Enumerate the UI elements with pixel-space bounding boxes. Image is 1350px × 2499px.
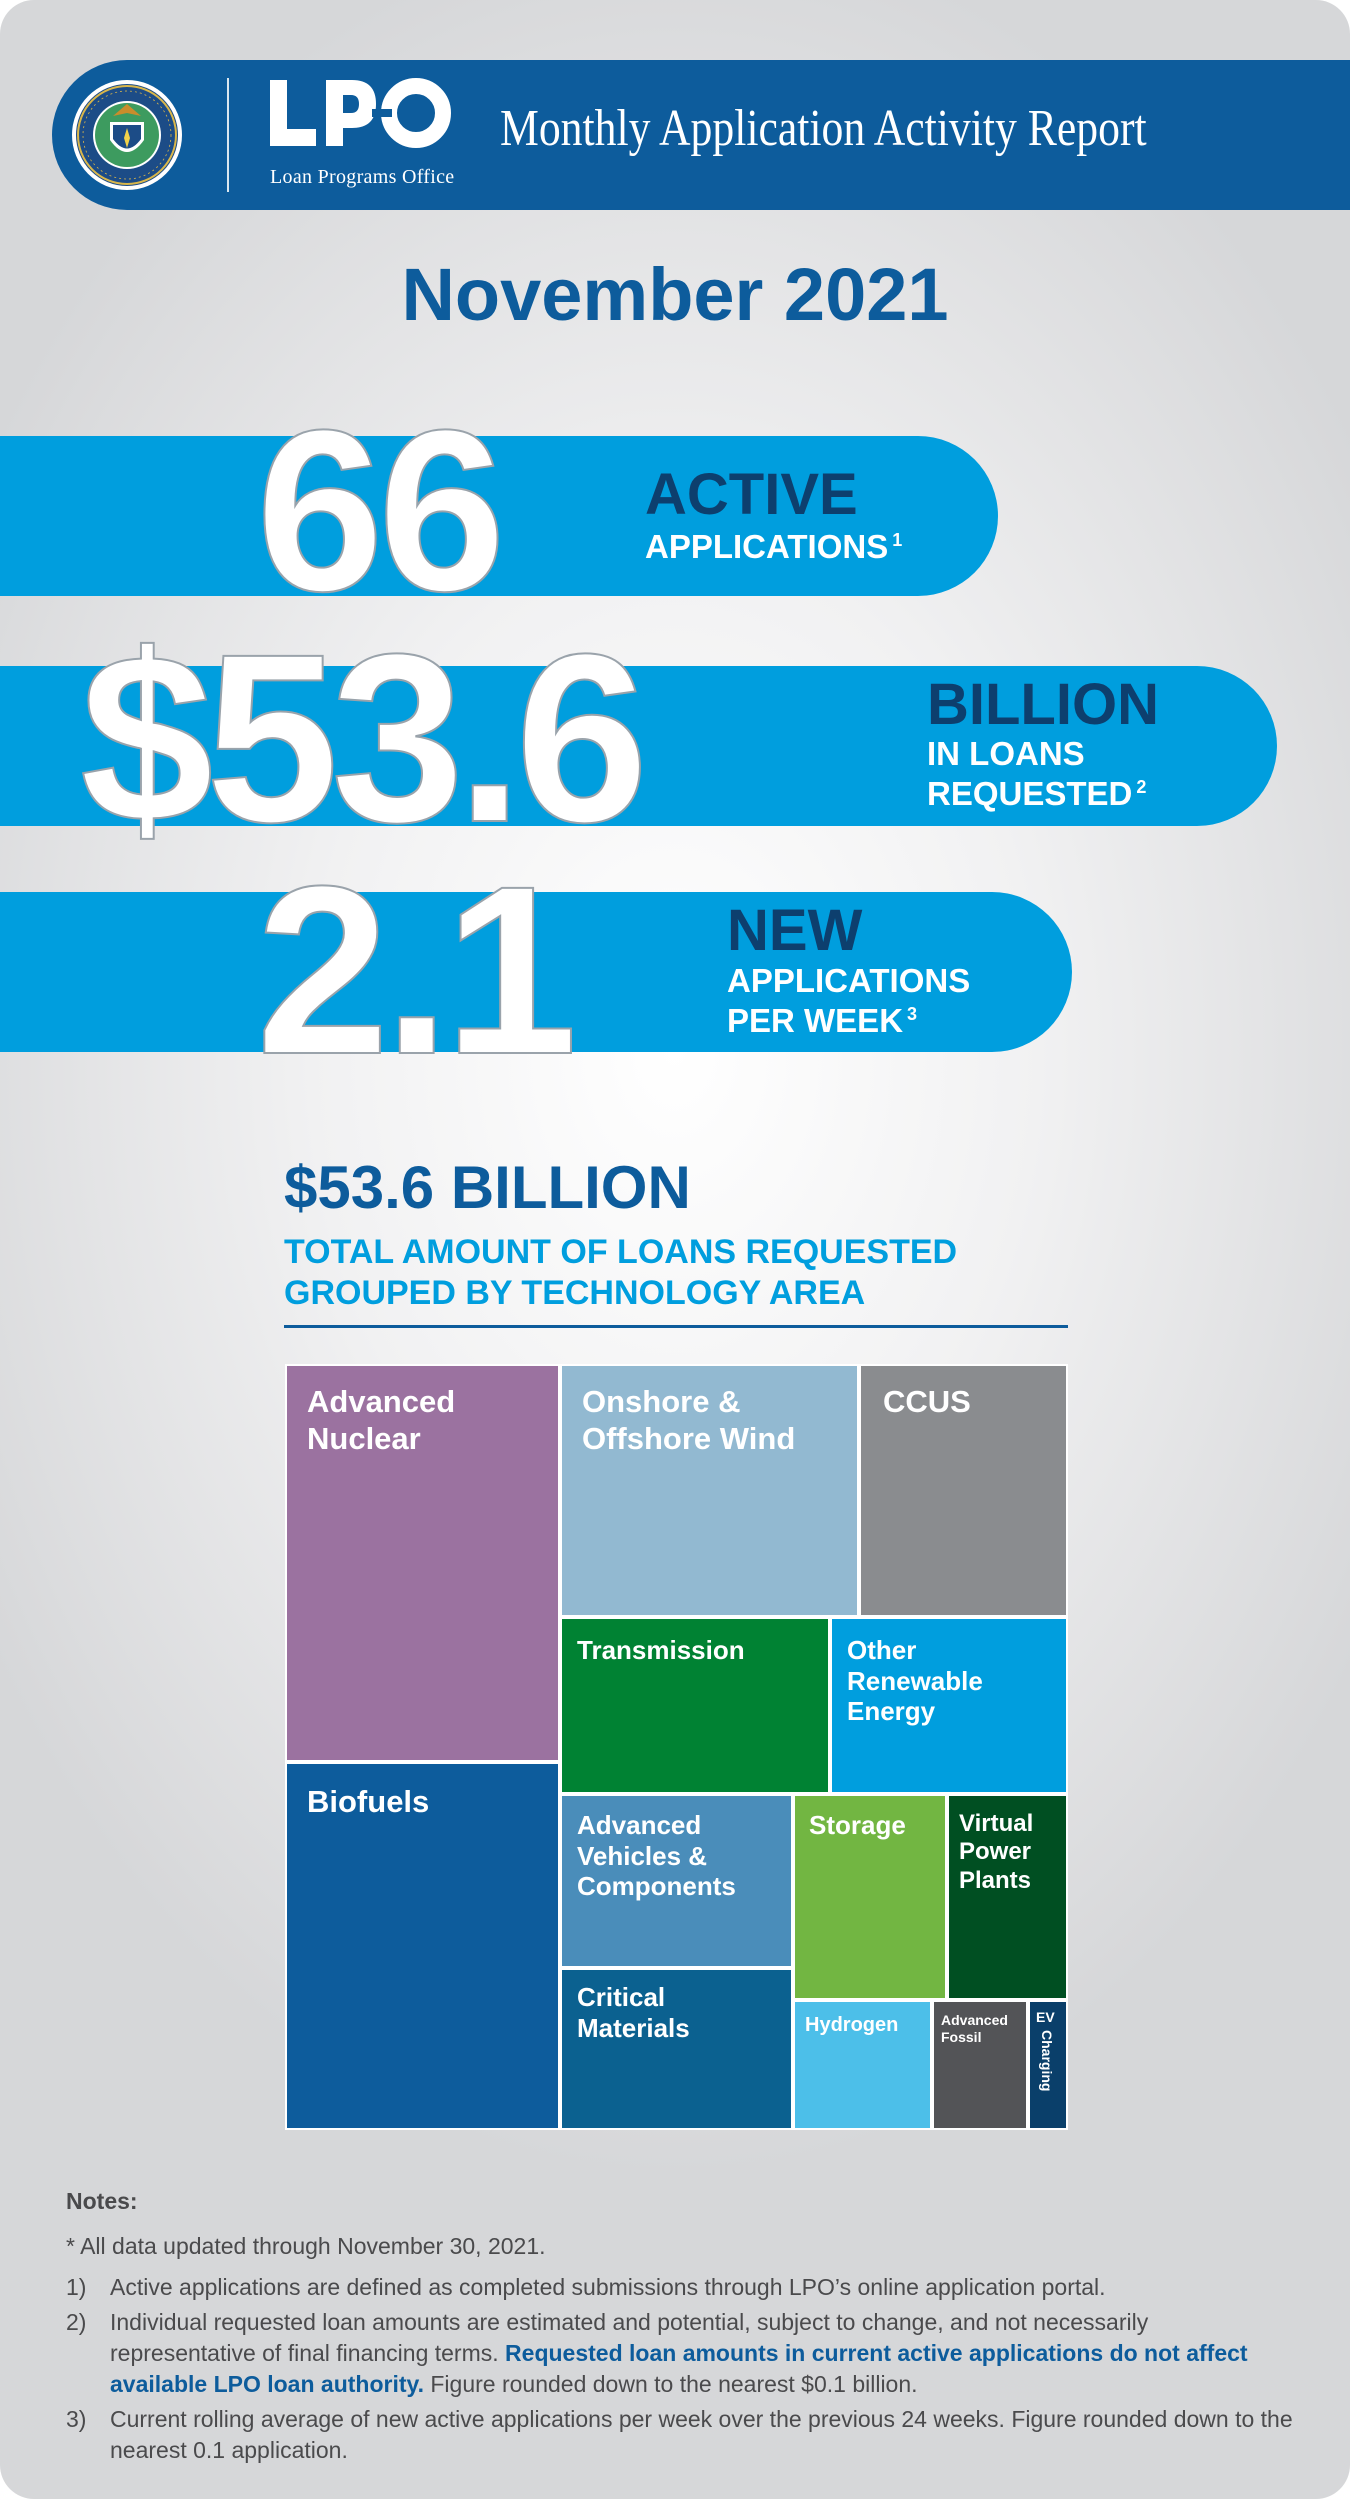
note-text: Individual requested loan amounts are es… [110,2309,1149,2367]
note-text: Active applications are defined as compl… [110,2274,1106,2301]
treemap-tile-label: Critical Materials [577,1982,690,2043]
treemap-tile-label: EV Charging [1036,2009,1055,2092]
stat-sub-weekly-line1: APPLICATIONS [727,962,971,999]
lpo-logo-icon [270,78,451,148]
note-text-group: Individual requested loan amounts are es… [110,2307,1296,2400]
note-item: 3) Current rolling average of new active… [66,2404,1296,2466]
header-divider [227,78,229,192]
treemap-tile-label: Advanced Nuclear [307,1384,456,1456]
treemap-tile-hydrogen: Hydrogen [793,2000,932,2130]
treemap-tile-advanced-nuclear: Advanced Nuclear [285,1364,560,1762]
treemap-tile-other-renewable-energy: Other Renewable Energy [830,1617,1068,1794]
treemap-tile-transmission: Transmission [560,1617,830,1794]
stat-sub-weekly-line2: PER WEEK [727,1002,904,1040]
treemap-tile-label: CCUS [883,1384,971,1419]
note-number: 3) [66,2406,87,2433]
note-number: 2) [66,2309,87,2336]
treemap-tile-label: Hydrogen [805,2014,899,2036]
stat-number-active: 66 [255,382,507,639]
stat-head-active: ACTIVE [645,462,858,527]
treemap-tile-advanced-fossil: Advanced Fossil [932,2000,1028,2130]
treemap-tile-virtual-power-plants: Virtual Power Plants [947,1794,1068,2000]
stat-number-billion: $53.6 [79,604,650,872]
lpo-subtitle: Loan Programs Office [270,166,455,188]
stat-head-billion: BILLION [927,672,1159,737]
treemap-tile-storage: Storage [793,1794,947,2000]
stat-pill-billion [0,666,1277,826]
chart-subtitle-line1: TOTAL AMOUNT OF LOANS REQUESTED [284,1233,958,1271]
stat-sub-active-line1: APPLICATIONS [645,528,889,565]
footnote-ref-2: 2 [1136,777,1147,798]
stat-pill-active [0,436,998,596]
treemap-tile-ccus: CCUS [859,1364,1068,1617]
note-data-date: * All data updated through November 30, … [66,2233,546,2260]
treemap-tile-label: Advanced Vehicles & Components [577,1810,736,1902]
treemap-tile-ev-charging: EV Charging [1028,2000,1068,2130]
stat-pill-weekly [0,892,1072,1052]
footnote-ref-1: 1 [892,530,903,550]
treemap-tile-onshore-offshore-wind: Onshore & Offshore Wind [560,1364,859,1617]
stat-head-weekly: NEW [727,898,863,963]
treemap-tile-label: Biofuels [307,1784,430,1819]
chart-title: $53.6 BILLION [284,1154,691,1221]
footnote-ref-3: 3 [907,1004,918,1025]
treemap-tile-biofuels: Biofuels [285,1762,560,2130]
treemap-tile-label: Advanced Fossil [941,2012,1008,2045]
chart-title-rule [284,1325,1068,1328]
stat-sub-weekly: APPLICATIONS PER WEEK 3 [727,961,970,1042]
note-number: 1) [66,2274,87,2301]
stat-sub-billion-line2: REQUESTED [927,775,1133,813]
treemap-tile-label: Transmission [577,1635,745,1665]
treemap-tile-label: Other Renewable Energy [847,1635,983,1727]
note-text-tail: Figure rounded down to the nearest $0.1 … [430,2371,918,2398]
header-banner [52,60,1350,210]
stat-sub-billion-line1: IN LOANS [927,735,1085,772]
note-item: 1) Active applications are defined as co… [66,2272,1296,2303]
notes-heading: Notes: [66,2188,138,2214]
note-text-emphasis: Requested loan amounts in current active… [110,2340,1248,2398]
stat-sub-active: APPLICATIONS 1 [645,527,902,567]
treemap-tile-critical-materials: Critical Materials [560,1968,793,2130]
report-title: Monthly Application Activity Report [500,100,1147,157]
chart-subtitle-line2: GROUPED BY TECHNOLOGY AREA [284,1273,866,1312]
note-item: 2) Individual requested loan amounts are… [66,2307,1296,2400]
notes-section: Notes: * All data updated through Novemb… [66,2186,1296,2470]
treemap-tile-advanced-vehicles-components: Advanced Vehicles & Components [560,1794,793,1968]
report-period: November 2021 [401,253,949,336]
treemap-tile-label: Onshore & Offshore Wind [582,1384,796,1456]
doe-seal-icon [72,80,182,190]
note-text: Current rolling average of new active ap… [110,2406,1293,2464]
technology-treemap: Advanced Nuclear Biofuels Onshore & Offshore… [285,1364,1068,2130]
treemap-tile-label: Virtual Power Plants [959,1810,1034,1894]
chart-subtitle: TOTAL AMOUNT OF LOANS REQUESTED GROUPED … [284,1232,957,1314]
treemap-tile-label: Storage [809,1810,906,1840]
stat-sub-billion: IN LOANS REQUESTED 2 [927,734,1146,815]
stat-number-weekly: 2.1 [255,836,579,1104]
